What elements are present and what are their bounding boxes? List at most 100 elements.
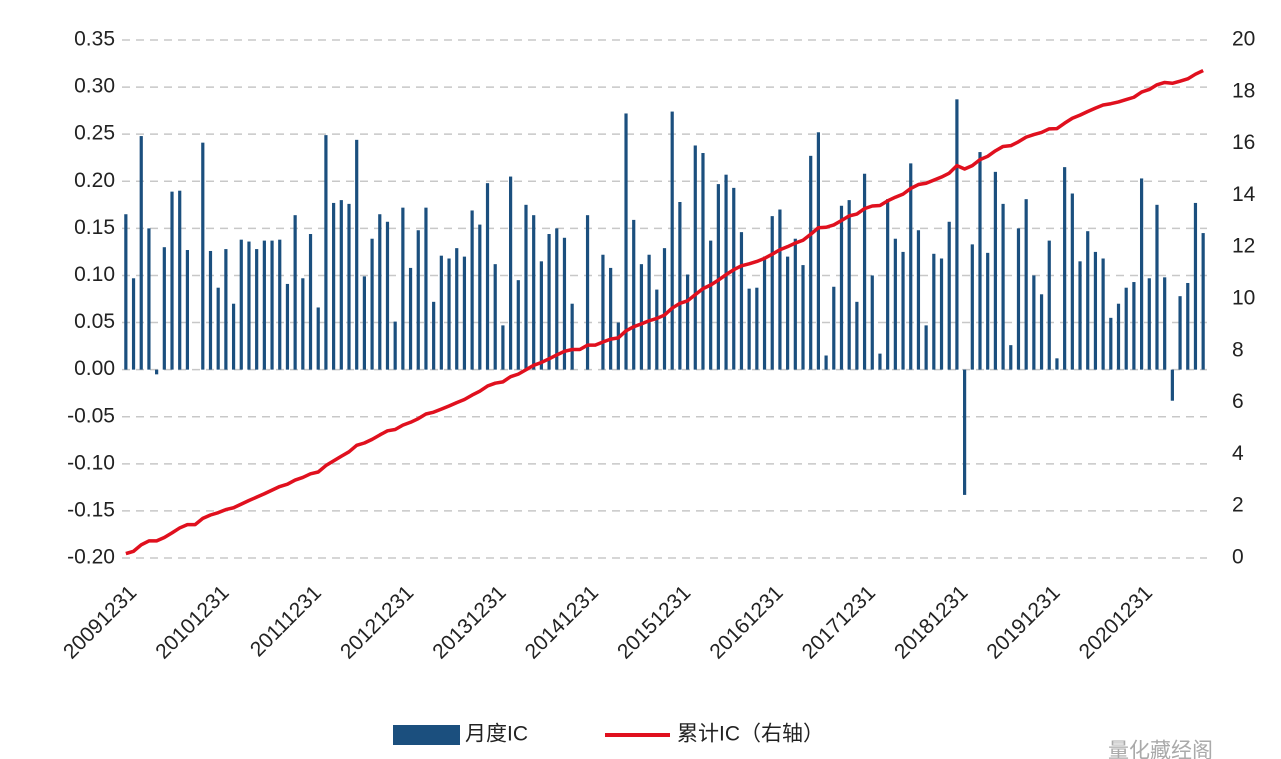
bar xyxy=(408,267,413,370)
bar xyxy=(970,244,974,370)
bar xyxy=(147,228,151,370)
bar xyxy=(716,184,720,370)
bar xyxy=(601,254,605,370)
y2-tick-label: 8 xyxy=(1232,338,1244,361)
bar xyxy=(732,187,736,370)
x-tick-label: 20091231 xyxy=(59,581,141,663)
bar xyxy=(455,248,459,370)
bar xyxy=(416,230,420,370)
bar xyxy=(231,303,236,370)
bar xyxy=(393,321,397,370)
x-tick-label: 20101231 xyxy=(151,581,233,663)
bar xyxy=(1155,204,1159,370)
bar xyxy=(670,111,674,370)
bar xyxy=(1124,287,1128,370)
watermark: 量化藏经阁 xyxy=(1108,740,1213,759)
bar xyxy=(224,249,228,370)
bar xyxy=(1186,282,1190,370)
bar xyxy=(301,278,305,370)
bar xyxy=(1016,228,1021,370)
bar xyxy=(1193,202,1198,370)
bar xyxy=(308,234,313,370)
bar xyxy=(655,289,659,370)
bar xyxy=(170,191,174,370)
x-tick-label: 20111231 xyxy=(246,581,326,661)
bar xyxy=(1116,303,1121,370)
bar xyxy=(278,239,282,370)
bar xyxy=(870,275,874,370)
bar xyxy=(124,214,128,370)
y-tick-label: 0.10 xyxy=(74,263,115,286)
bar xyxy=(532,215,536,370)
bar xyxy=(693,145,697,370)
y2-tick-label: 16 xyxy=(1232,131,1255,154)
y2-tick-label: 0 xyxy=(1232,546,1244,569)
bar xyxy=(1178,296,1182,370)
bar xyxy=(185,250,190,370)
bar xyxy=(701,153,705,370)
bar xyxy=(247,241,251,370)
bar xyxy=(524,204,528,370)
bar xyxy=(939,258,944,370)
legend-swatch xyxy=(393,725,460,745)
bar xyxy=(432,301,436,370)
bar xyxy=(270,240,274,370)
bar xyxy=(662,248,667,370)
bar xyxy=(963,369,967,495)
bar xyxy=(801,265,805,370)
y2-tick-label: 18 xyxy=(1232,79,1255,102)
bar xyxy=(539,261,543,370)
bar xyxy=(824,355,828,370)
legend-label: 月度IC xyxy=(465,723,528,746)
bar xyxy=(647,254,651,370)
bar xyxy=(293,215,297,370)
bar xyxy=(347,203,351,370)
bar xyxy=(778,209,782,370)
y2-tick-label: 12 xyxy=(1232,235,1255,258)
bar xyxy=(709,240,713,370)
bar xyxy=(1201,233,1205,370)
bar xyxy=(1147,278,1151,370)
y-tick-label: 0.35 xyxy=(74,28,115,51)
bar xyxy=(478,224,482,370)
bar xyxy=(685,274,690,370)
x-tick-label: 20161231 xyxy=(705,581,787,663)
bar xyxy=(385,221,390,370)
bar xyxy=(855,301,859,370)
y-tick-label: 0.15 xyxy=(74,216,115,239)
bar xyxy=(747,288,751,370)
bar xyxy=(462,256,467,370)
x-tick-label: 20131231 xyxy=(428,581,510,663)
bar xyxy=(1001,203,1005,370)
bar xyxy=(285,283,290,370)
bar xyxy=(501,325,505,370)
bar xyxy=(847,200,851,370)
bar xyxy=(439,255,443,370)
bar xyxy=(1078,261,1082,370)
bar xyxy=(770,216,774,370)
bar xyxy=(155,369,159,375)
bar xyxy=(762,256,767,370)
bar xyxy=(616,322,620,370)
bar xyxy=(1024,199,1028,370)
bar xyxy=(378,214,382,370)
bar xyxy=(609,267,613,370)
bar xyxy=(724,174,728,370)
y-tick-label: 0.20 xyxy=(74,169,115,192)
bar xyxy=(332,202,336,370)
bar xyxy=(370,238,374,370)
y-tick-label: -0.20 xyxy=(67,546,115,569)
bar xyxy=(216,287,220,370)
bar xyxy=(562,237,567,370)
bar xyxy=(1086,231,1090,370)
bar xyxy=(1047,240,1051,370)
legend-label: 累计IC（右轴） xyxy=(677,723,824,746)
bar xyxy=(585,215,590,370)
bar xyxy=(139,136,143,370)
bar xyxy=(362,276,366,370)
x-tick-label: 20181231 xyxy=(890,581,972,663)
bar xyxy=(424,207,428,370)
bar xyxy=(131,278,136,370)
y2-tick-label: 4 xyxy=(1232,442,1244,465)
bar xyxy=(547,234,551,370)
